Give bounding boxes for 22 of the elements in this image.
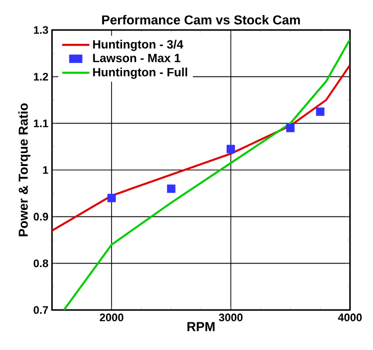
y-tick-label: 1 [43, 166, 48, 174]
y-tick-label: 0.8 [34, 259, 48, 268]
y-tick-label: 1.1 [34, 120, 48, 128]
chart-title: Performance Cam vs Stock Cam [102, 14, 300, 24]
x-tick-label: 2000 [100, 314, 124, 322]
x-tick-label: 3000 [218, 314, 243, 322]
point [316, 107, 324, 116]
y-tick-label: 0.7 [34, 306, 48, 314]
legend-label: Huntington - 3/4 [93, 40, 184, 51]
point [286, 124, 295, 132]
point [226, 144, 235, 154]
y-tick-label: 1.3 [34, 26, 48, 34]
y-tick-label: 0.9 [34, 212, 48, 221]
x-tick-label: 4000 [338, 314, 362, 322]
line-series [62, 38, 350, 310]
y-axis-title: Power & Torque Ratio [18, 103, 30, 236]
point [107, 194, 116, 202]
legend-label: Huntington - Full [93, 68, 188, 79]
x-axis-title: RPM [187, 322, 215, 332]
y-tick-label: 1.2 [34, 72, 48, 80]
point [167, 184, 176, 193]
legend-label: Lawson - Max 1 [93, 54, 180, 62]
